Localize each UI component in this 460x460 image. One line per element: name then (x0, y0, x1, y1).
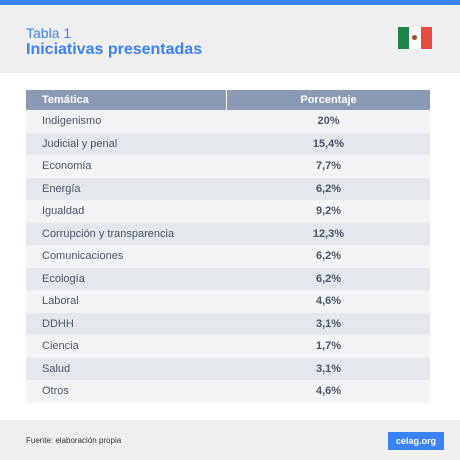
cell-tematica: Indigenismo (42, 115, 102, 128)
cell-porcentaje: 1,7% (315, 340, 342, 353)
table-row: Ecología 6,2% (26, 267, 430, 290)
cell-tematica: Otros (42, 385, 69, 398)
cell-porcentaje: 7,7% (315, 160, 342, 173)
cell-tematica: Laboral (42, 295, 79, 308)
mexico-flag-icon (398, 27, 432, 49)
table-label: Tabla 1 (26, 25, 72, 41)
cell-tematica: Ciencia (42, 340, 79, 353)
cell-tematica: Ecología (42, 272, 85, 285)
table-row: Indigenismo 20% (26, 110, 430, 133)
table-row: Igualdad 9,2% (26, 200, 430, 223)
cell-tematica: Corrupción y transparencia (42, 227, 175, 240)
cell-porcentaje: 4,6% (315, 385, 342, 398)
table-body: Indigenismo 20% Judicial y penal 15,4% Econo… (26, 110, 430, 403)
title-header: Tabla 1 Iniciativas presentadas (0, 5, 460, 73)
cell-porcentaje: 6,2% (315, 250, 342, 263)
cell-tematica: Economía (42, 160, 92, 173)
table-row: Salud 3,1% (26, 357, 430, 380)
top-accent-bar (0, 0, 460, 5)
cell-tematica: Salud (42, 362, 71, 375)
table-row: Ciencia 1,7% (26, 335, 430, 358)
footer (0, 420, 460, 460)
celag-logo: celag.org (388, 432, 444, 450)
cell-porcentaje: 12,3% (312, 227, 345, 240)
table-row: Comunicaciones 6,2% (26, 245, 430, 268)
cell-porcentaje: 6,2% (315, 182, 342, 195)
cell-tematica: Igualdad (42, 205, 85, 218)
cell-tematica: Energía (42, 182, 81, 195)
cell-tematica: DDHH (42, 317, 74, 330)
table-row: Energía 6,2% (26, 177, 430, 200)
cell-porcentaje: 9,2% (315, 205, 342, 218)
column-header-porcentaje: Porcentaje (300, 94, 357, 106)
cell-tematica: Judicial y penal (42, 137, 118, 150)
column-header-tematica: Temática (42, 94, 89, 106)
cell-porcentaje: 3,1% (315, 362, 342, 375)
cell-porcentaje: 3,1% (315, 317, 342, 330)
cell-tematica: Comunicaciones (42, 250, 124, 263)
cell-porcentaje: 20% (317, 115, 340, 128)
page-title: Iniciativas presentadas (26, 41, 203, 58)
table-row: DDHH 3,1% (26, 312, 430, 335)
table-row: Laboral 4,6% (26, 290, 430, 313)
data-table: Temática Porcentaje Indigenismo 20% Judici… (26, 90, 430, 403)
table-row: Economía 7,7% (26, 155, 430, 178)
table-row: Judicial y penal 15,4% (26, 132, 430, 155)
cell-porcentaje: 15,4% (312, 137, 345, 150)
table-row: Otros 4,6% (26, 380, 430, 403)
cell-porcentaje: 6,2% (315, 272, 342, 285)
cell-porcentaje: 4,6% (315, 295, 342, 308)
source-note: Fuente: elaboración propia (26, 436, 122, 445)
table-row: Corrupción y transparencia 12,3% (26, 222, 430, 245)
table-header-row: Temática Porcentaje (26, 90, 430, 110)
